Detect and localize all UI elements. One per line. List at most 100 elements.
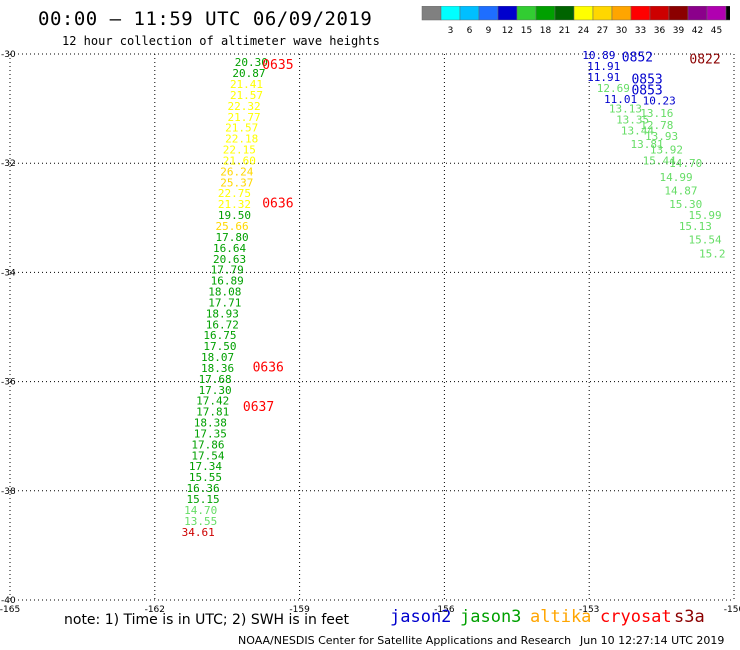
time-label: 0853 xyxy=(631,83,662,98)
wave-height-label: 18.38 xyxy=(194,417,227,430)
page-subtitle: 12 hour collection of altimeter wave hei… xyxy=(62,34,380,48)
footnote: note: 1) Time is in UTC; 2) SWH is in fe… xyxy=(64,612,350,628)
wave-height-label: 18.07 xyxy=(201,351,234,364)
time-label: 0636 xyxy=(253,360,284,375)
x-tick-label: -162 xyxy=(145,605,165,615)
wave-height-label: 15.15 xyxy=(187,493,220,506)
wave-height-label: 17.68 xyxy=(199,373,232,386)
satellite-s3a: s3a xyxy=(674,607,705,627)
wave-height-label: 17.71 xyxy=(208,296,241,309)
time-label: 0637 xyxy=(243,400,274,415)
legend-tick-label: 42 xyxy=(692,26,703,36)
satellite-cryosat: cryosat xyxy=(600,607,672,627)
wave-height-label: 20.63 xyxy=(213,253,246,266)
wave-height-label: 15.44 xyxy=(643,154,676,167)
satellite-jason3: jason3 xyxy=(460,607,522,627)
wave-height-label: 11.01 xyxy=(604,93,637,106)
wave-height-label: 17.86 xyxy=(191,438,224,451)
legend-tick-label: 3 xyxy=(448,26,454,36)
wave-height-label: 17.79 xyxy=(211,264,244,277)
time-label: 0853 xyxy=(631,73,662,88)
wave-height-label: 21.57 xyxy=(230,89,263,102)
wave-height-label: 14.70 xyxy=(669,157,702,170)
legend-tick-label: 15 xyxy=(521,26,532,36)
wave-height-label: 15.99 xyxy=(688,209,721,222)
x-tick-label: -150 xyxy=(724,605,740,615)
wave-height-label: 13.92 xyxy=(650,144,683,157)
wave-height-label: 13.35 xyxy=(616,114,649,127)
wave-height-label: 18.36 xyxy=(201,362,234,375)
wave-height-label: 16.64 xyxy=(213,242,246,255)
legend-tick-label: 36 xyxy=(654,26,666,36)
wave-height-label: 13.16 xyxy=(640,107,673,120)
y-tick-label: -32 xyxy=(1,159,16,169)
wave-height-label: 17.80 xyxy=(215,231,248,244)
wave-height-label: 11.91 xyxy=(587,60,620,73)
wave-height-label: 19.50 xyxy=(218,209,251,222)
wave-height-label: 21.41 xyxy=(230,78,263,91)
wave-height-label: 13.81 xyxy=(631,138,664,151)
wave-height-label: 11.91 xyxy=(587,71,620,84)
wave-height-label: 26.24 xyxy=(220,165,253,178)
wave-height-label: 17.50 xyxy=(203,340,236,353)
wave-height-label: 20.87 xyxy=(232,67,265,80)
time-label: 0636 xyxy=(262,197,293,212)
x-tick-label: -153 xyxy=(579,605,599,615)
wave-height-label: 21.32 xyxy=(218,198,251,211)
wave-height-label: 20.30 xyxy=(235,56,268,69)
y-tick-label: -36 xyxy=(1,378,16,388)
legend-tick-label: 21 xyxy=(559,26,570,36)
legend-tick-label: 30 xyxy=(616,26,628,36)
wave-height-label: 16.36 xyxy=(187,482,220,495)
credit-line: NOAA/NESDIS Center for Satellite Applica… xyxy=(238,634,572,647)
legend-tick-label: 6 xyxy=(467,26,473,36)
wave-height-label: 15.54 xyxy=(688,234,721,247)
wave-height-label: 12.78 xyxy=(640,119,673,132)
wave-height-label: 12.69 xyxy=(597,82,630,95)
wave-height-label: 15.30 xyxy=(669,198,702,211)
legend-swatch xyxy=(725,6,730,21)
wave-height-label: 14.70 xyxy=(184,504,217,517)
legend-tick-label: 39 xyxy=(673,26,685,36)
wave-height-label: 34.61 xyxy=(182,526,215,539)
legend-tick-label: 33 xyxy=(635,26,646,36)
wave-height-label: 25.66 xyxy=(215,220,248,233)
wave-height-label: 16.75 xyxy=(203,329,236,342)
wave-height-label: 16.89 xyxy=(211,275,244,288)
page-title: 00:00 – 11:59 UTC 06/09/2019 xyxy=(38,8,373,30)
wave-height-label: 16.72 xyxy=(206,318,239,331)
wave-height-label: 13.13 xyxy=(609,103,642,116)
legend-tick-label: 18 xyxy=(540,26,552,36)
wave-height-label: 15.13 xyxy=(679,220,712,233)
satellite-jason2: jason2 xyxy=(390,607,452,627)
wave-height-label: 18.93 xyxy=(206,307,239,320)
generated-timestamp: Jun 10 12:27:14 UTC 2019 xyxy=(580,634,725,647)
wave-height-label: 21.57 xyxy=(225,122,258,135)
legend-unit: (ft) xyxy=(729,26,730,36)
time-label: 0635 xyxy=(262,58,293,73)
y-tick-label: -30 xyxy=(1,50,16,60)
wave-height-label: 17.81 xyxy=(196,406,229,419)
y-tick-label: -38 xyxy=(1,487,16,497)
wave-height-label: 17.42 xyxy=(196,395,229,408)
color-legend: 36912151821242730333639424570(ft) xyxy=(421,6,730,36)
wave-height-label: 18.08 xyxy=(208,286,241,299)
wave-height-label: 10.23 xyxy=(643,94,676,107)
wave-height-label: 17.34 xyxy=(189,460,222,473)
x-tick-label: -156 xyxy=(434,605,455,615)
wave-height-label: 13.93 xyxy=(645,130,678,143)
wave-height-label: 22.32 xyxy=(228,100,261,113)
satellite-altika: altika xyxy=(530,607,592,627)
wave-height-label: 15.55 xyxy=(189,471,222,484)
time-label: 0822 xyxy=(689,52,720,67)
legend-tick-label: 12 xyxy=(502,26,513,36)
wave-height-label: 17.35 xyxy=(194,427,227,440)
wave-height-label: 22.18 xyxy=(225,133,258,146)
wave-height-label: 25.37 xyxy=(220,176,253,189)
y-tick-label: -34 xyxy=(1,268,16,278)
wave-height-label: 22.75 xyxy=(218,187,251,200)
wave-height-label: 14.87 xyxy=(664,185,697,198)
y-tick-label: -40 xyxy=(1,596,16,606)
legend-tick-label: 24 xyxy=(578,26,590,36)
